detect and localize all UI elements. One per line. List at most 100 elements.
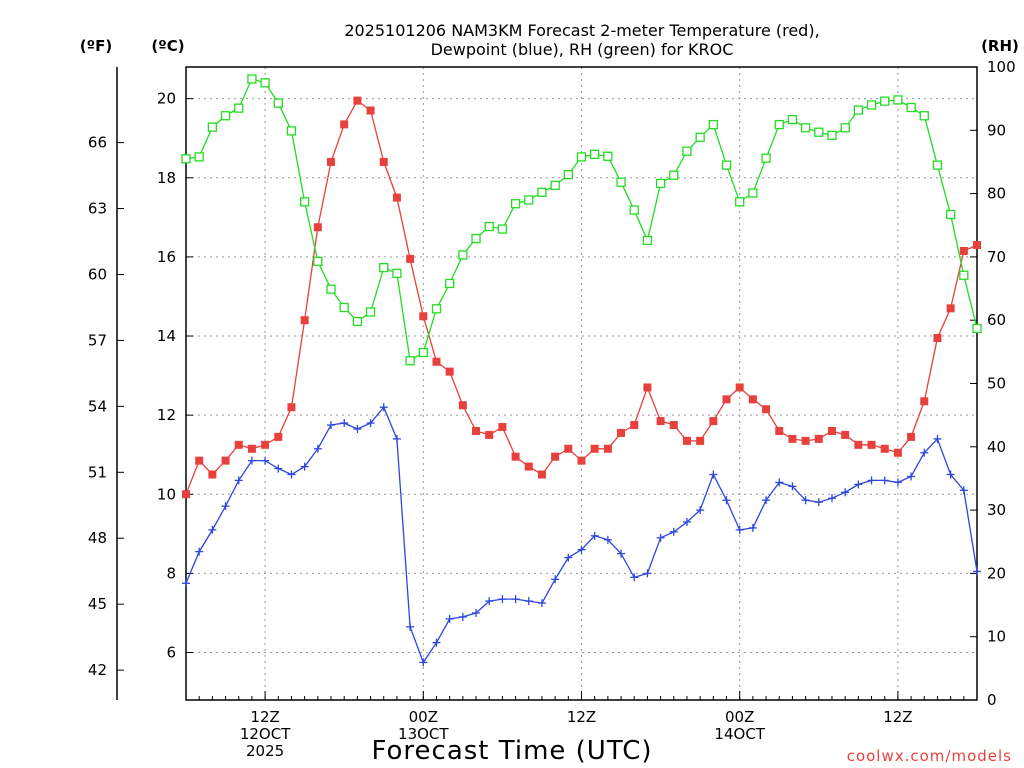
dewpoint-point — [933, 434, 942, 443]
2-meter-temperature-point — [920, 397, 929, 406]
rh-tick-label: 40 — [987, 438, 1006, 456]
rh-point — [945, 209, 956, 220]
x-tick-label: 12Z — [250, 708, 279, 726]
dewpoint-point — [841, 488, 850, 497]
celsius-tick-label: 12 — [157, 406, 176, 424]
2-meter-temperature-point — [419, 312, 428, 321]
celsius-tick-label: 8 — [166, 564, 176, 582]
dewpoint-point — [709, 470, 718, 479]
2-meter-temperature-point — [221, 456, 230, 465]
dewpoint-point — [287, 470, 296, 479]
2-meter-temperature-point — [827, 426, 836, 435]
rh-point — [194, 152, 204, 162]
rh-point — [484, 221, 494, 232]
2-meter-temperature-point — [445, 367, 454, 376]
celsius-unit-label: (ºC) — [151, 37, 184, 55]
rh-tick-label: 50 — [987, 375, 1006, 393]
rh-point — [510, 199, 521, 209]
rh-tick-label: 60 — [987, 311, 1006, 329]
2-meter-temperature-point — [327, 157, 336, 166]
2-meter-temperature-point — [472, 426, 481, 435]
rh-tick-label: 0 — [987, 691, 997, 709]
dewpoint-point — [221, 502, 230, 511]
rh-point — [497, 224, 508, 234]
rh-point — [471, 233, 481, 244]
series-2-meter-temperature — [182, 96, 981, 499]
2-meter-temperature-point — [195, 456, 204, 465]
fahrenheit-unit-label: (ºF) — [80, 37, 112, 55]
rh-point — [392, 268, 402, 279]
dewpoint-point — [643, 569, 652, 578]
dewpoint-point — [577, 545, 586, 554]
celsius-tick-label: 6 — [166, 644, 176, 662]
dewpoint-point — [735, 525, 744, 534]
rh-point — [458, 250, 468, 260]
2-meter-temperature-point — [313, 223, 322, 232]
site-credit: coolwx.com/models — [847, 747, 1012, 765]
2-meter-temperature-point — [682, 436, 691, 445]
dewpoint-point — [300, 462, 309, 471]
fahrenheit-tick-label: 57 — [88, 331, 107, 349]
2-meter-temperature-point — [353, 96, 362, 105]
2-meter-temperature-point — [630, 421, 639, 430]
rh-point — [563, 169, 573, 180]
series-dewpoint — [182, 403, 981, 667]
dewpoint-point — [498, 595, 507, 604]
rh-point — [669, 170, 679, 180]
2-meter-temperature-point — [762, 405, 771, 414]
dewpoint-point — [274, 464, 283, 473]
dewpoint-point — [485, 597, 494, 606]
rh-tick-label: 30 — [987, 501, 1006, 519]
rh-point — [326, 284, 336, 294]
fahrenheit-tick-label: 54 — [88, 397, 107, 415]
2-meter-temperature-point — [340, 120, 349, 129]
dewpoint-point — [551, 575, 560, 584]
plot-frame — [185, 66, 978, 701]
fahrenheit-tick-label: 45 — [88, 595, 107, 613]
2-meter-temperature-point — [814, 434, 823, 443]
2-meter-temperature-point — [696, 436, 705, 445]
dewpoint-point — [946, 470, 955, 479]
dewpoint-point — [854, 480, 863, 489]
dewpoint-point — [379, 403, 388, 412]
dewpoint-point — [537, 599, 546, 608]
rh-tick-label: 20 — [987, 564, 1006, 582]
dewpoint-point — [195, 547, 204, 556]
dewpoint-point — [564, 553, 573, 562]
dewpoint-point — [893, 478, 902, 487]
series-rh — [181, 74, 982, 366]
x-tick-label: 00Z — [725, 708, 754, 726]
rh-point — [721, 160, 732, 170]
dewpoint-point — [353, 424, 362, 433]
rh-point — [260, 78, 270, 88]
dewpoint-point — [920, 448, 929, 457]
rh-point — [708, 119, 718, 130]
rh-point — [181, 154, 191, 164]
data-series — [181, 74, 982, 667]
dewpoint-point — [788, 482, 797, 491]
dewpoint-point — [814, 498, 823, 507]
dewpoint-point — [472, 608, 481, 617]
x-tick-label: 12OCT — [240, 725, 291, 743]
2-meter-temperature-point — [537, 470, 546, 479]
dewpoint-point — [524, 597, 533, 606]
rh-point — [339, 302, 349, 313]
celsius-tick-label: 20 — [157, 90, 176, 108]
rh-point — [972, 323, 982, 334]
rh-point — [286, 126, 297, 136]
rh-point — [299, 197, 310, 207]
dewpoint-point — [682, 517, 691, 526]
rh-point — [893, 95, 903, 105]
fahrenheit-tick-label: 51 — [88, 463, 107, 481]
dewpoint-point — [656, 533, 665, 542]
2-meter-temperature-point — [709, 417, 718, 426]
2-meter-temperature-point — [880, 444, 889, 453]
2-meter-temperature-point — [182, 490, 190, 499]
dewpoint-point — [392, 434, 401, 443]
fahrenheit-tick-label: 66 — [88, 134, 107, 152]
2-meter-temperature-point — [643, 383, 652, 392]
dewpoint-point — [973, 567, 981, 576]
rh-point — [524, 195, 534, 205]
x-tick-label: 14OCT — [714, 725, 765, 743]
